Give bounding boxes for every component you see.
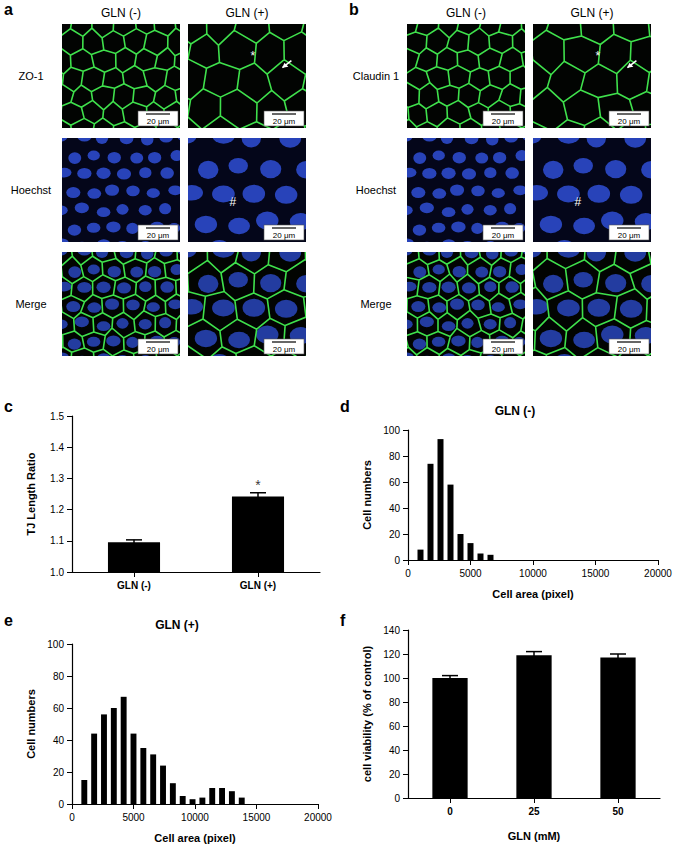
svg-text:5000: 5000	[459, 568, 482, 579]
svg-text:60: 60	[389, 477, 401, 488]
html-text:f: f	[340, 612, 346, 629]
svg-text:0: 0	[58, 799, 64, 810]
svg-text:b: b	[349, 1, 359, 18]
svg-text:80: 80	[389, 697, 401, 708]
svg-text:60: 60	[53, 703, 65, 714]
svg-text:Merge: Merge	[360, 298, 391, 310]
svg-text:25: 25	[528, 806, 540, 817]
html-text:d: d	[340, 398, 350, 415]
svg-text:20 μm: 20 μm	[273, 231, 296, 240]
svg-text:20 μm: 20 μm	[492, 117, 515, 126]
svg-text:a: a	[4, 1, 13, 18]
svg-text:#: #	[574, 195, 581, 209]
svg-text:1.5: 1.5	[50, 411, 64, 422]
svg-text:1.3: 1.3	[50, 473, 64, 484]
svg-text:40: 40	[53, 735, 65, 746]
svg-text:20 μm: 20 μm	[147, 345, 170, 354]
html-text:c: c	[4, 398, 13, 415]
svg-text:1.1: 1.1	[50, 535, 64, 546]
svg-text:5000: 5000	[122, 812, 145, 823]
svg-text:60: 60	[389, 721, 401, 732]
svg-text:20: 20	[389, 529, 401, 540]
svg-text:GLN (+): GLN (+)	[225, 6, 268, 20]
svg-text:100: 100	[383, 425, 400, 436]
svg-text:1.2: 1.2	[50, 504, 64, 515]
svg-text:20 μm: 20 μm	[147, 231, 170, 240]
svg-text:Cell numbers: Cell numbers	[361, 460, 373, 530]
svg-text:GLN (-): GLN (-)	[117, 580, 151, 591]
svg-text:20 μm: 20 μm	[273, 345, 296, 354]
svg-text:GLN (+): GLN (+)	[240, 580, 276, 591]
svg-text:20 μm: 20 μm	[618, 231, 641, 240]
svg-text:1.4: 1.4	[50, 442, 64, 453]
svg-text:15000: 15000	[243, 812, 271, 823]
svg-text:GLN (+): GLN (+)	[570, 6, 613, 20]
svg-text:140: 140	[383, 625, 400, 636]
svg-text:GLN (-): GLN (-)	[446, 6, 486, 20]
svg-text:0: 0	[447, 806, 453, 817]
svg-text:GLN (mM): GLN (mM)	[508, 830, 561, 842]
svg-text:TJ Length Ratio: TJ Length Ratio	[25, 452, 37, 535]
svg-text:20000: 20000	[644, 568, 672, 579]
svg-text:15000: 15000	[582, 568, 610, 579]
svg-text:#: #	[229, 195, 236, 209]
svg-text:20 μm: 20 μm	[273, 117, 296, 126]
svg-text:20 μm: 20 μm	[492, 345, 515, 354]
svg-text:Cell numbers: Cell numbers	[25, 689, 37, 759]
svg-text:100: 100	[47, 639, 64, 650]
svg-text:Merge: Merge	[15, 298, 46, 310]
svg-text:80: 80	[389, 451, 401, 462]
svg-text:10000: 10000	[181, 812, 209, 823]
svg-text:100: 100	[383, 673, 400, 684]
svg-text:*: *	[251, 49, 256, 63]
html-text:e: e	[4, 612, 13, 629]
svg-text:20 μm: 20 μm	[618, 117, 641, 126]
svg-text:cell viability (% of control): cell viability (% of control)	[361, 646, 373, 783]
svg-text:0: 0	[394, 793, 400, 804]
svg-text:20: 20	[53, 767, 65, 778]
svg-text:*: *	[255, 477, 261, 493]
svg-text:Hoechst: Hoechst	[11, 184, 51, 196]
svg-text:40: 40	[389, 503, 401, 514]
svg-text:20 μm: 20 μm	[492, 231, 515, 240]
svg-text:GLN (+): GLN (+)	[155, 618, 199, 632]
svg-text:20 μm: 20 μm	[618, 345, 641, 354]
svg-text:*: *	[596, 49, 601, 63]
svg-text:Claudin 1: Claudin 1	[353, 70, 399, 82]
svg-text:40: 40	[389, 745, 401, 756]
svg-text:20: 20	[389, 769, 401, 780]
svg-text:Cell area (pixel): Cell area (pixel)	[492, 588, 574, 600]
svg-text:120: 120	[383, 649, 400, 660]
svg-text:0: 0	[405, 568, 411, 579]
svg-text:1.0: 1.0	[50, 567, 64, 578]
svg-text:20 μm: 20 μm	[147, 117, 170, 126]
svg-text:80: 80	[53, 671, 65, 682]
svg-text:50: 50	[612, 806, 624, 817]
svg-text:GLN (-): GLN (-)	[101, 6, 141, 20]
svg-text:0: 0	[394, 555, 400, 566]
svg-text:Cell area (pixel): Cell area (pixel)	[154, 832, 236, 844]
svg-text:Hoechst: Hoechst	[356, 184, 396, 196]
svg-text:GLN (-): GLN (-)	[495, 404, 536, 418]
svg-text:0: 0	[69, 812, 75, 823]
svg-text:10000: 10000	[519, 568, 547, 579]
svg-text:20000: 20000	[304, 812, 332, 823]
svg-text:ZO-1: ZO-1	[18, 70, 43, 82]
